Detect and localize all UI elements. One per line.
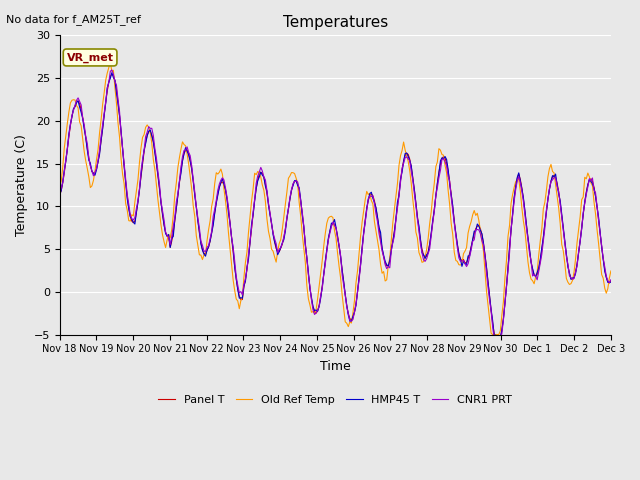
Line: CNR1 PRT: CNR1 PRT (60, 70, 611, 339)
HMP45 T (56, 192, 63, 197)
CNR1 PRT (490, 336, 498, 342)
Line: Panel T: Panel T (60, 74, 611, 339)
CNR1 PRT (249, 209, 257, 215)
Line: Old Ref Temp: Old Ref Temp (60, 62, 611, 335)
Panel T (298, 210, 306, 216)
HMP45 T (240, 283, 248, 288)
Panel T (56, 192, 63, 198)
Text: VR_met: VR_met (67, 52, 113, 62)
Old Ref Temp (106, 60, 114, 65)
X-axis label: Time: Time (320, 360, 351, 373)
Old Ref Temp (607, 268, 614, 274)
CNR1 PRT (240, 282, 248, 288)
CNR1 PRT (607, 277, 614, 283)
Panel T (607, 278, 614, 284)
Panel T (125, 205, 132, 211)
Legend: Panel T, Old Ref Temp, HMP45 T, CNR1 PRT: Panel T, Old Ref Temp, HMP45 T, CNR1 PRT (154, 391, 516, 410)
CNR1 PRT (298, 209, 306, 215)
Panel T (108, 71, 116, 77)
HMP45 T (607, 279, 614, 285)
HMP45 T (125, 206, 132, 212)
CNR1 PRT (221, 185, 229, 191)
Old Ref Temp (221, 198, 229, 204)
Title: Temperatures: Temperatures (283, 15, 388, 30)
Panel T (221, 187, 229, 193)
Line: HMP45 T: HMP45 T (60, 72, 611, 339)
Old Ref Temp (249, 186, 257, 192)
Old Ref Temp (125, 218, 132, 224)
CNR1 PRT (579, 210, 587, 216)
CNR1 PRT (56, 192, 63, 197)
HMP45 T (493, 336, 501, 342)
CNR1 PRT (108, 67, 116, 73)
Old Ref Temp (298, 231, 306, 237)
Panel T (579, 211, 587, 217)
Old Ref Temp (489, 332, 497, 337)
Panel T (240, 284, 248, 290)
Panel T (492, 336, 500, 342)
HMP45 T (108, 70, 116, 75)
HMP45 T (579, 211, 587, 216)
HMP45 T (249, 212, 257, 218)
Y-axis label: Temperature (C): Temperature (C) (15, 134, 28, 236)
Old Ref Temp (240, 275, 248, 280)
HMP45 T (221, 187, 229, 192)
Old Ref Temp (56, 184, 63, 190)
Panel T (249, 210, 257, 216)
Old Ref Temp (579, 194, 587, 200)
HMP45 T (298, 212, 306, 218)
CNR1 PRT (125, 201, 132, 207)
Text: No data for f_AM25T_ref: No data for f_AM25T_ref (6, 14, 141, 25)
